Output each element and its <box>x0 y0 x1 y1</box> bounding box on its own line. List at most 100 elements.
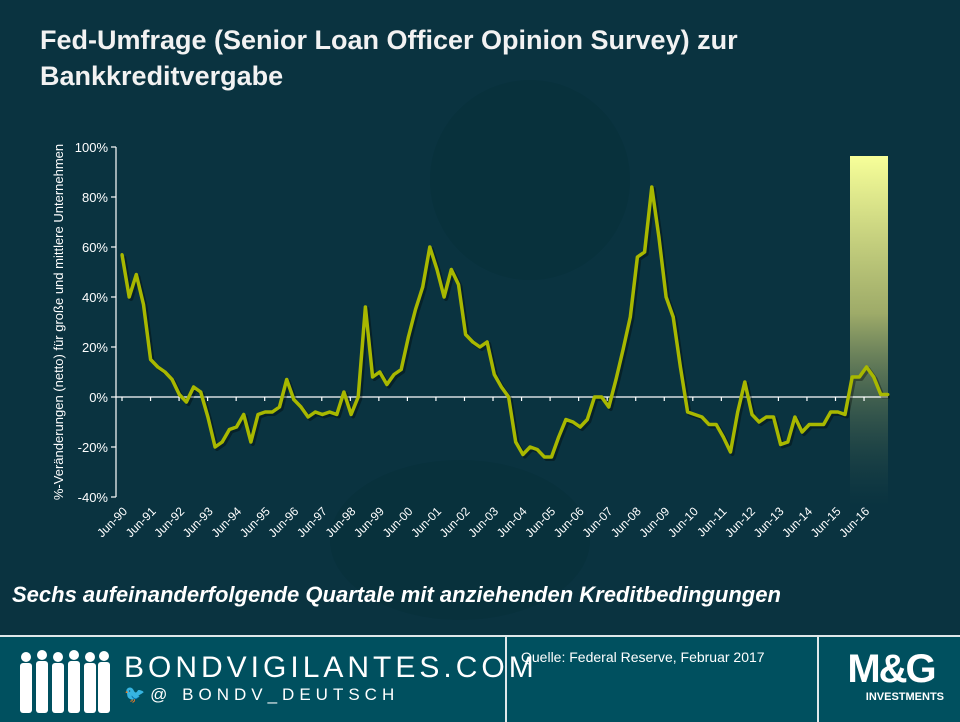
twitter-handle[interactable]: 🐦@ BONDV_DEUTSCH <box>124 685 399 705</box>
data-point <box>807 423 811 426</box>
data-point <box>220 440 224 444</box>
data-point <box>328 410 332 414</box>
data-point <box>729 450 733 454</box>
data-point <box>542 455 546 459</box>
data-point <box>693 413 697 416</box>
twitter-icon: 🐦 <box>124 685 151 704</box>
data-point <box>657 235 661 239</box>
x-tick-label: Jun-95 <box>237 504 273 540</box>
data-point <box>721 435 725 439</box>
x-tick-label: Jun-13 <box>751 504 787 540</box>
x-tick-label: Jun-12 <box>722 504 758 540</box>
y-tick-label: -20% <box>78 440 109 455</box>
people-silhouettes-icon <box>20 650 110 713</box>
y-tick-label: 80% <box>82 190 108 205</box>
data-point <box>277 405 281 409</box>
data-point <box>227 428 231 431</box>
y-axis-label: %-Veränderungen (netto) für große und mi… <box>51 144 66 500</box>
data-point <box>643 250 647 254</box>
x-tick-label: Jun-03 <box>465 504 501 540</box>
data-point <box>628 315 632 319</box>
data-point <box>822 423 826 426</box>
data-point <box>592 395 596 399</box>
data-point <box>686 410 690 414</box>
data-point <box>600 395 604 399</box>
data-point <box>428 245 432 249</box>
data-point <box>464 333 468 336</box>
data-point <box>471 340 475 344</box>
data-point <box>664 295 668 299</box>
twitter-handle-text: @ BONDV_DEUTSCH <box>150 685 400 704</box>
data-point <box>235 425 239 429</box>
data-point <box>385 383 389 386</box>
x-tick-label: Jun-96 <box>266 504 302 540</box>
data-point <box>363 305 367 309</box>
x-tick-label: Jun-07 <box>579 504 615 540</box>
x-tick-label: Jun-15 <box>808 504 844 540</box>
divider <box>817 637 819 722</box>
data-point <box>320 413 324 416</box>
data-point <box>678 365 682 369</box>
data-point <box>456 283 460 286</box>
x-tick-label: Jun-04 <box>494 504 530 540</box>
x-tick-label: Jun-94 <box>208 504 244 540</box>
x-tick-label: Jun-02 <box>437 504 473 540</box>
data-point <box>614 378 618 381</box>
data-point <box>650 185 654 189</box>
x-tick-label: Jun-91 <box>123 504 159 540</box>
data-point <box>836 410 840 414</box>
data-point <box>270 410 274 414</box>
data-point <box>736 410 740 414</box>
data-point <box>199 390 203 394</box>
data-point <box>635 255 639 259</box>
data-point <box>349 413 353 416</box>
mg-logo: M&G INVESTMENTS <box>832 647 950 713</box>
data-point <box>671 315 675 319</box>
x-tick-label: Jun-92 <box>151 504 187 540</box>
x-tick-label: Jun-90 <box>94 504 130 540</box>
data-point <box>557 435 561 439</box>
data-point <box>141 303 145 306</box>
data-point <box>872 375 876 379</box>
data-point <box>521 453 525 456</box>
data-point <box>857 375 861 379</box>
data-point <box>499 385 503 389</box>
data-point <box>449 268 453 271</box>
y-tick-label: 20% <box>82 340 108 355</box>
data-point <box>550 455 554 459</box>
data-point <box>356 395 360 399</box>
data-point <box>313 410 317 414</box>
x-tick-label: Jun-08 <box>608 504 644 540</box>
x-tick-label: Jun-06 <box>551 504 587 540</box>
data-point <box>750 413 754 416</box>
data-point <box>242 413 246 416</box>
data-point <box>571 420 575 424</box>
source-note: Quelle: Federal Reserve, Februar 2017 <box>521 649 765 665</box>
x-tick-label: Jun-11 <box>694 504 729 539</box>
data-point <box>793 415 797 419</box>
x-tick-label: Jun-16 <box>836 504 872 540</box>
data-point <box>292 398 296 401</box>
data-point <box>177 393 181 396</box>
highlight-band <box>850 156 888 506</box>
watermark-shape <box>330 460 590 620</box>
data-point <box>507 395 511 399</box>
data-point <box>800 430 804 434</box>
data-point <box>621 348 625 351</box>
x-tick-label: Jun-93 <box>180 504 216 540</box>
data-point <box>206 415 210 419</box>
x-tick-label: Jun-98 <box>323 504 359 540</box>
data-point <box>850 375 854 379</box>
data-point <box>585 418 589 421</box>
data-point <box>757 420 761 424</box>
watermark-shape <box>430 80 630 280</box>
logo-mark: M&G <box>847 647 936 691</box>
data-point <box>886 393 890 396</box>
logo-sub: INVESTMENTS <box>865 691 944 703</box>
data-point <box>285 378 289 381</box>
data-point <box>779 443 783 446</box>
data-point <box>700 415 704 419</box>
data-point <box>414 308 418 311</box>
data-point <box>149 358 153 361</box>
x-tick-label: Jun-10 <box>665 504 701 540</box>
